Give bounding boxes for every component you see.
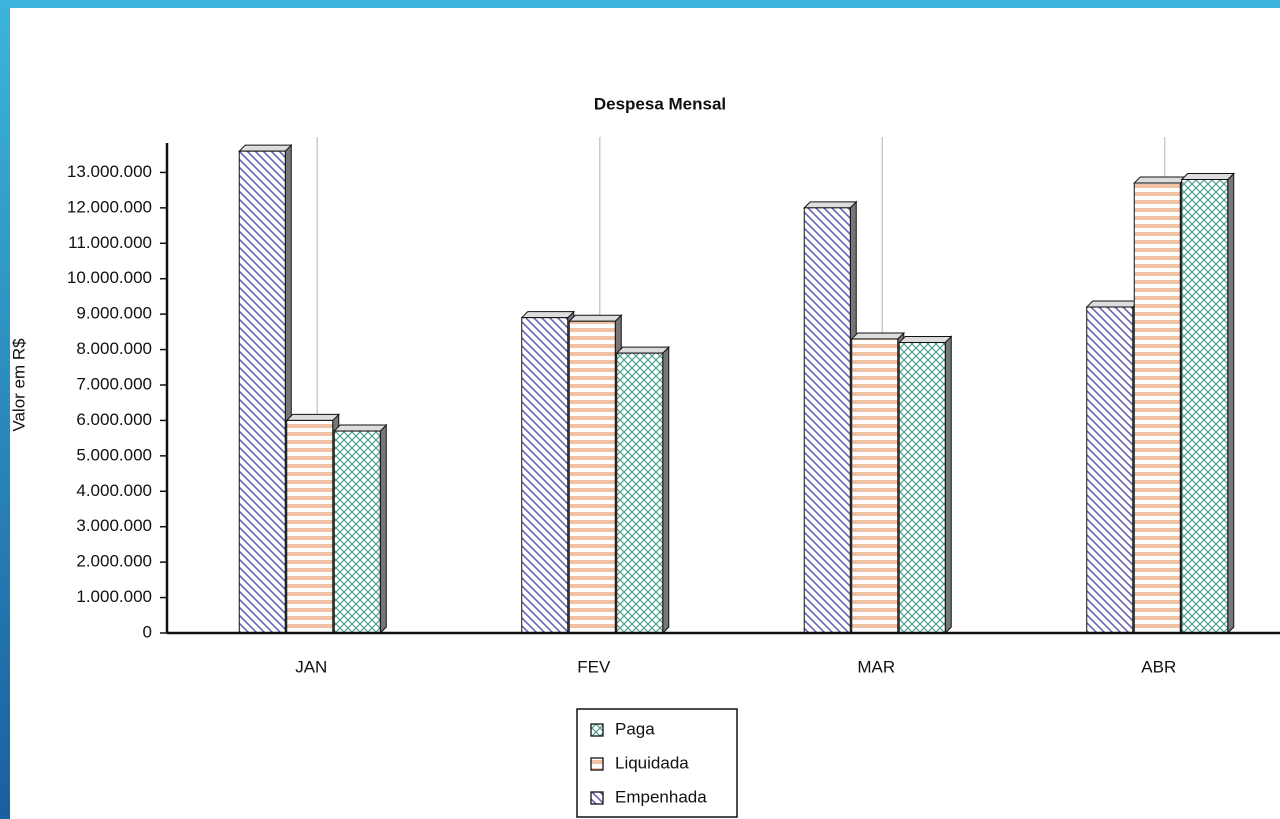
legend-label: Empenhada [615, 787, 707, 806]
bar-top [1133, 176, 1188, 184]
y-tick-label: 0 [143, 622, 152, 641]
bar-top [850, 332, 905, 340]
x-tick-label: MAR [857, 657, 895, 676]
bar-side [379, 423, 387, 635]
bar [851, 338, 899, 634]
y-axis-label: Valor em R$ [9, 338, 28, 432]
y-tick-label: 3.000.000 [76, 516, 152, 535]
left-border [0, 0, 10, 819]
y-tick-label: 11.000.000 [68, 233, 152, 252]
x-tick-label: ABR [1141, 657, 1176, 676]
y-tick-label: 7.000.000 [76, 374, 152, 393]
bar [1133, 182, 1181, 634]
legend-label: Liquidada [615, 753, 689, 772]
bar [568, 320, 616, 634]
bar-top [333, 424, 388, 432]
legend [576, 708, 738, 818]
y-tick-label: 5.000.000 [76, 445, 152, 464]
bar [286, 419, 334, 634]
bar-side [944, 335, 952, 635]
y-tick-label: 12.000.000 [67, 197, 152, 216]
bar [616, 352, 664, 634]
top-border [0, 0, 1280, 8]
bar [521, 317, 569, 634]
bar [898, 341, 946, 634]
bar [1181, 179, 1229, 634]
y-tick-label: 4.000.000 [76, 481, 152, 500]
y-tick-label: 1.000.000 [76, 587, 152, 606]
y-tick-label: 13.000.000 [67, 162, 152, 181]
y-tick-label: 8.000.000 [76, 339, 152, 358]
bar [238, 150, 286, 634]
bar-top [803, 201, 858, 209]
bar-top [1180, 173, 1235, 181]
x-tick-label: JAN [295, 657, 327, 676]
bar [333, 430, 381, 634]
bar-top [615, 346, 670, 354]
bar-side [662, 345, 670, 635]
bar-top [1085, 300, 1140, 308]
bar-top [238, 144, 293, 152]
chart-title: Despesa Mensal [594, 94, 726, 113]
x-tick-label: FEV [577, 657, 611, 676]
bar-top [285, 413, 340, 421]
bar [803, 207, 851, 634]
bar-top [898, 335, 953, 343]
legend-swatch [590, 757, 604, 771]
bar [1086, 306, 1134, 634]
y-tick-label: 10.000.000 [67, 268, 152, 287]
legend-swatch [590, 791, 604, 805]
bar-side [1227, 172, 1235, 635]
legend-label: Paga [615, 719, 655, 738]
legend-swatch [590, 723, 604, 737]
y-tick-label: 2.000.000 [76, 552, 152, 571]
y-tick-label: 6.000.000 [76, 410, 152, 429]
bar-top [520, 311, 575, 319]
y-tick-label: 9.000.000 [76, 304, 152, 323]
bar-top [568, 314, 623, 322]
